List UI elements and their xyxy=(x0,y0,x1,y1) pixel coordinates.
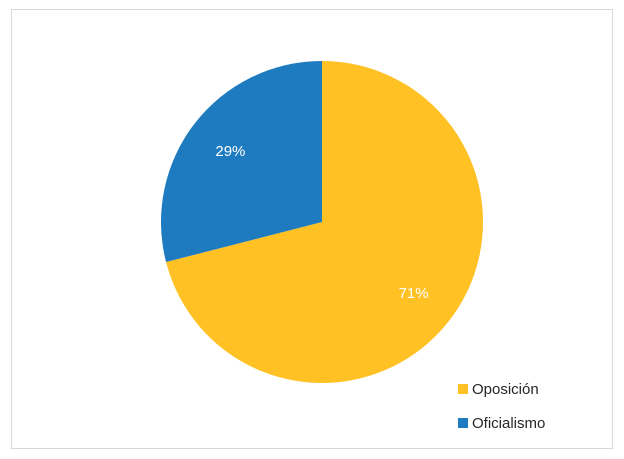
pie-data-label-1: 29% xyxy=(215,143,245,160)
legend-item-oficialismo: Oficialismo xyxy=(458,414,545,432)
legend-swatch-oficialismo xyxy=(458,418,468,428)
pie-slice-1 xyxy=(161,61,322,263)
legend-swatch-oposicion xyxy=(458,384,468,394)
pie-data-label-0: 71% xyxy=(399,285,429,302)
legend-item-oposicion: Oposición xyxy=(458,380,545,398)
legend: Oposición Oficialismo xyxy=(458,380,545,448)
pie-slice-0 xyxy=(166,61,483,384)
legend-label-oposicion: Oposición xyxy=(472,380,539,398)
legend-label-oficialismo: Oficialismo xyxy=(472,414,546,432)
